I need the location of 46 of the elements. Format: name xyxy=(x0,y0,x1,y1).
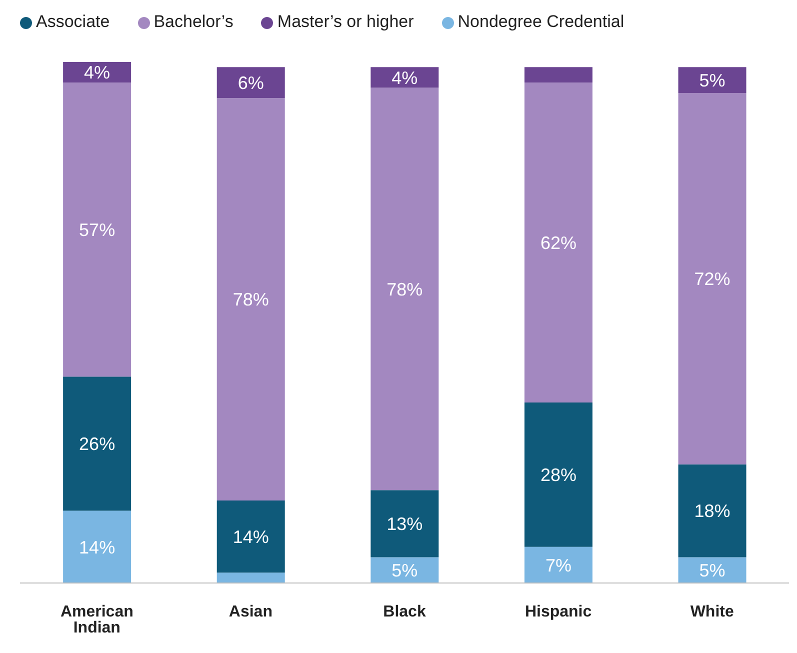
data-label: 28% xyxy=(540,465,576,486)
bar xyxy=(216,572,285,583)
bar xyxy=(524,546,592,583)
data-label: 5% xyxy=(699,560,726,580)
bar xyxy=(216,500,285,573)
data-label: 14% xyxy=(232,526,269,547)
data-label: 13% xyxy=(386,514,423,534)
data-label: 4% xyxy=(392,68,418,88)
bar xyxy=(216,67,285,98)
bar xyxy=(370,557,439,583)
data-label: 57% xyxy=(79,220,116,240)
bar xyxy=(678,67,746,93)
bar xyxy=(63,376,132,511)
data-label: 5% xyxy=(392,560,418,580)
data-label: 18% xyxy=(694,501,730,522)
data-label: 6% xyxy=(238,73,264,94)
data-label: 5% xyxy=(699,70,726,90)
data-label: 78% xyxy=(386,279,423,300)
data-label: 4% xyxy=(84,62,110,83)
bar xyxy=(678,557,746,583)
data-label: 26% xyxy=(79,434,116,454)
bar xyxy=(678,92,746,464)
legend-label: Bachelor’s xyxy=(154,12,234,31)
data-label: 72% xyxy=(694,269,730,290)
data-label: 62% xyxy=(540,232,576,253)
x-tick-label: White xyxy=(690,603,734,620)
data-label: 14% xyxy=(79,537,116,558)
bar xyxy=(524,67,592,83)
legend-label: Master’s or higher xyxy=(277,12,414,31)
legend-label: Associate xyxy=(36,12,110,31)
data-label: 7% xyxy=(545,555,572,576)
x-tick-label: American Indian xyxy=(60,603,134,636)
x-tick-label: Asian xyxy=(228,603,272,620)
x-tick-label: Hispanic xyxy=(524,603,592,620)
bar xyxy=(63,510,132,583)
legend-label: Nondegree Credential xyxy=(458,12,624,31)
bar xyxy=(370,67,439,88)
data-label: 78% xyxy=(232,290,269,310)
bar xyxy=(370,490,439,558)
bar xyxy=(370,88,439,490)
bar xyxy=(524,82,592,402)
bar xyxy=(524,402,592,547)
x-tick-label: Black xyxy=(383,603,426,620)
bar xyxy=(63,82,132,377)
bar xyxy=(678,464,746,558)
bar xyxy=(216,98,285,500)
